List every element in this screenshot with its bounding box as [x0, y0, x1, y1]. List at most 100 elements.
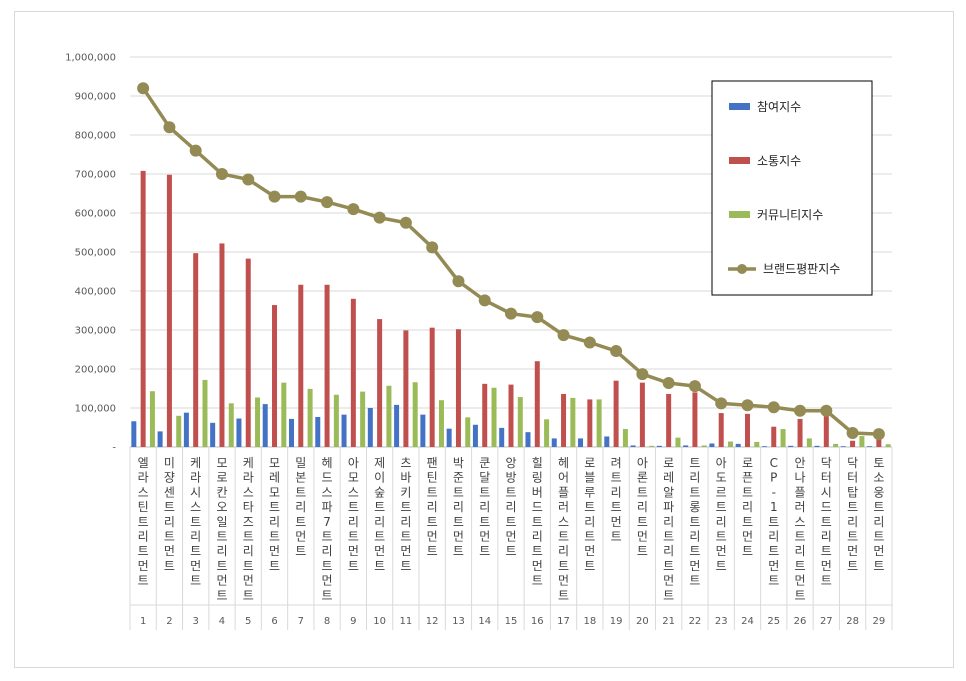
bar-3 [833, 443, 839, 447]
bar-1 [131, 421, 137, 447]
rank-label: 10 [373, 616, 386, 627]
bar-1 [394, 404, 400, 447]
bar-1 [788, 445, 794, 447]
rank-label: 7 [298, 616, 304, 627]
bar-3 [307, 388, 313, 447]
reputation-point [794, 404, 807, 417]
bar-3 [806, 438, 812, 447]
bar-1 [236, 418, 242, 447]
legend-label: 커뮤니티지수 [757, 208, 823, 222]
bar-3 [622, 429, 628, 447]
y-tick-label: 800,000 [75, 131, 116, 142]
rank-label: 13 [452, 616, 465, 627]
bar-3 [412, 382, 418, 447]
reputation-point [688, 380, 701, 393]
bar-1 [157, 431, 163, 447]
rank-label: 11 [400, 616, 413, 627]
bar-1 [525, 432, 531, 447]
rank-label: 26 [794, 616, 807, 627]
reputation-point [321, 196, 334, 209]
reputation-point [531, 311, 544, 324]
bar-2 [534, 361, 540, 447]
bar-1 [709, 443, 715, 447]
reputation-point [741, 399, 754, 412]
bar-2 [377, 319, 383, 447]
rank-label: 16 [531, 616, 544, 627]
rank-label: 17 [557, 616, 570, 627]
rank-label: 4 [219, 616, 225, 627]
reputation-point [636, 368, 649, 381]
bar-2 [193, 253, 199, 447]
reputation-point [347, 203, 360, 216]
bar-1 [210, 422, 216, 447]
bar-2 [245, 258, 251, 447]
reputation-point [583, 336, 596, 349]
bar-2 [298, 284, 304, 447]
bar-1 [867, 446, 873, 447]
bar-2 [692, 392, 698, 447]
reputation-point [767, 401, 780, 414]
bar-3 [202, 379, 208, 447]
rank-label: 21 [662, 616, 675, 627]
bar-1 [551, 438, 557, 447]
rank-label: 23 [715, 616, 728, 627]
reputation-point [610, 345, 623, 358]
bar-2 [666, 393, 672, 447]
legend-swatch [729, 103, 750, 110]
rank-label: 24 [741, 616, 754, 627]
bar-1 [315, 416, 321, 447]
bar-2 [639, 382, 645, 447]
reputation-point [294, 190, 307, 203]
bar-1 [630, 445, 636, 447]
y-tick-label: 900,000 [75, 92, 116, 103]
y-tick-label: 300,000 [75, 326, 116, 337]
y-tick-label: 400,000 [75, 287, 116, 298]
legend-swatch-marker [737, 264, 747, 274]
bar-3 [281, 382, 287, 447]
bar-1 [341, 414, 347, 447]
legend-swatch [729, 157, 750, 164]
rank-label: 5 [245, 616, 251, 627]
rank-label: 22 [689, 616, 702, 627]
reputation-point [452, 275, 465, 288]
legend-label: 소통지수 [757, 154, 801, 168]
reputation-point [846, 426, 859, 439]
bar-3 [675, 437, 681, 447]
bar-2 [718, 413, 724, 447]
legend-label: 참여지수 [757, 100, 801, 114]
legend-swatch [729, 211, 750, 218]
bar-1 [288, 418, 294, 447]
reputation-point [478, 294, 491, 307]
bar-1 [446, 428, 452, 447]
bar-3 [649, 445, 655, 447]
rank-label: 15 [505, 616, 518, 627]
reputation-point [505, 307, 517, 320]
bar-3 [754, 441, 760, 447]
bar-2 [324, 284, 330, 447]
rank-label: 1 [140, 616, 146, 627]
bar-2 [771, 426, 777, 447]
rank-label: 8 [324, 616, 330, 627]
bar-2 [508, 384, 514, 447]
bar-2 [797, 418, 803, 447]
bar-2 [482, 383, 488, 447]
reputation-point [715, 397, 728, 410]
reputation-point [268, 190, 281, 203]
bar-3 [255, 397, 261, 447]
